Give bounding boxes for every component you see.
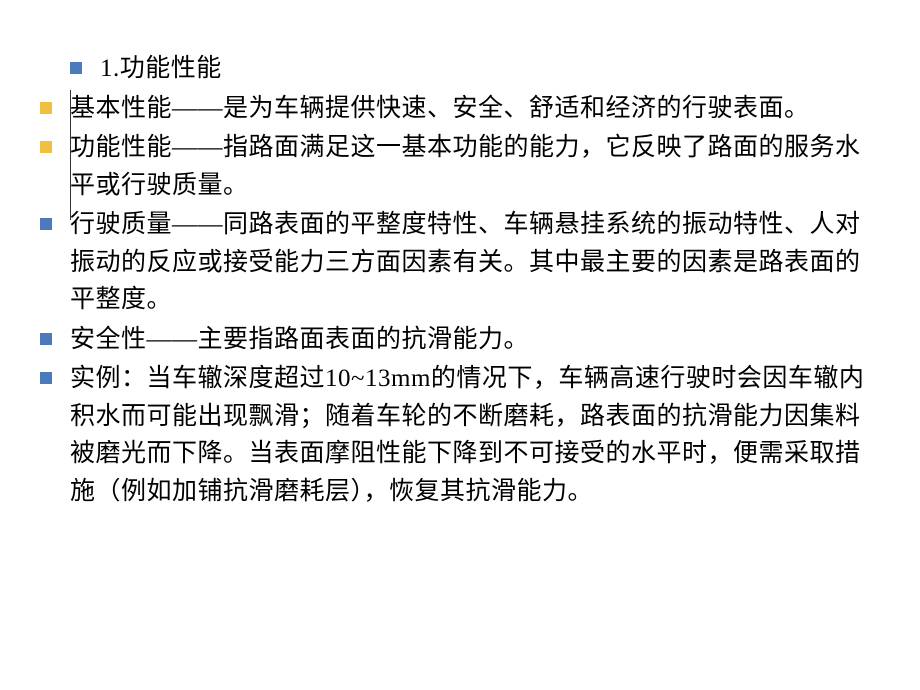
square-bullet-icon — [40, 333, 52, 345]
item-text: 基本性能——是为车辆提供快速、安全、舒适和经济的行驶表面。 — [70, 90, 810, 128]
list-item: 基本性能——是为车辆提供快速、安全、舒适和经济的行驶表面。 — [40, 90, 870, 128]
list-item: 行驶质量——同路表面的平整度特性、车辆悬挂系统的振动特性、人对振动的反应或接受能… — [40, 206, 870, 319]
square-bullet-icon — [40, 372, 52, 384]
list-item: 安全性——主要指路面表面的抗滑能力。 — [40, 321, 870, 359]
square-bullet-icon — [40, 141, 52, 153]
list-item: 1.功能性能 — [70, 50, 870, 88]
item-text: 1.功能性能 — [100, 50, 222, 88]
square-bullet-icon — [70, 62, 82, 74]
item-text: 安全性——主要指路面表面的抗滑能力。 — [70, 321, 529, 359]
item-text: 实例：当车辙深度超过10~13mm的情况下，车辆高速行驶时会因车辙内积水而可能出… — [70, 360, 870, 510]
square-bullet-icon — [40, 218, 52, 230]
list-item: 实例：当车辙深度超过10~13mm的情况下，车辆高速行驶时会因车辙内积水而可能出… — [40, 360, 870, 510]
list-item: 功能性能——指路面满足这一基本功能的能力，它反映了路面的服务水平或行驶质量。 — [40, 129, 870, 204]
item-text: 功能性能——指路面满足这一基本功能的能力，它反映了路面的服务水平或行驶质量。 — [70, 129, 870, 204]
item-text: 行驶质量——同路表面的平整度特性、车辆悬挂系统的振动特性、人对振动的反应或接受能… — [70, 206, 870, 319]
vertical-line — [70, 90, 71, 220]
square-bullet-icon — [40, 102, 52, 114]
